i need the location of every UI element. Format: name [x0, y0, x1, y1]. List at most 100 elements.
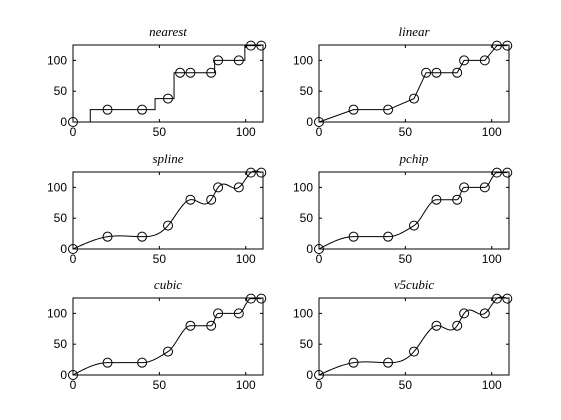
y-tick-label: 0 [306, 115, 313, 129]
data-point-marker [206, 320, 217, 331]
series-line [318, 172, 508, 250]
data-point-marker [213, 308, 224, 319]
subplot-title: pchip [399, 151, 429, 166]
data-point-marker [163, 220, 173, 231]
series-line [72, 298, 262, 376]
data-point-marker [245, 167, 256, 178]
data-point-marker [431, 194, 442, 205]
data-point-marker [479, 182, 490, 193]
y-tick-label: 100 [293, 306, 313, 320]
data-point-marker [233, 55, 244, 66]
subplot-title: v5cubic [394, 277, 435, 292]
x-tick-label: 0 [70, 378, 77, 392]
x-tick-label: 100 [482, 378, 502, 392]
data-point-marker [409, 220, 419, 231]
y-tick-label: 50 [54, 84, 68, 98]
subplot-spline: spline 0 50 100 0 50 100 [47, 151, 267, 266]
data-point-marker [459, 308, 470, 319]
data-point-marker [491, 293, 502, 304]
data-point-marker [256, 167, 267, 178]
data-point-marker [383, 231, 394, 242]
x-tick-label: 50 [399, 252, 413, 266]
x-tick-label: 100 [236, 378, 256, 392]
data-point-marker [431, 67, 442, 78]
y-tick-label: 0 [306, 242, 313, 256]
data-point-marker [185, 320, 196, 331]
x-tick-label: 0 [70, 252, 77, 266]
series-line [73, 45, 262, 123]
axes-frame [72, 44, 264, 123]
data-point-marker [314, 117, 324, 127]
series-line [318, 296, 508, 376]
x-tick-label: 50 [153, 378, 167, 392]
subplot-linear: linear 0 50 100 0 50 100 [293, 24, 513, 139]
y-tick-label: 0 [60, 242, 67, 256]
data-point-marker [431, 320, 442, 331]
data-point-marker [502, 167, 513, 178]
data-point-marker [502, 40, 513, 51]
data-point-marker [421, 67, 432, 78]
data-point-marker [409, 346, 419, 357]
data-point-marker [102, 357, 113, 368]
data-point-marker [348, 357, 359, 368]
data-point-marker [245, 293, 256, 304]
data-point-marker [256, 293, 267, 304]
data-point-marker [314, 244, 324, 254]
data-point-marker [102, 104, 113, 115]
data-point-marker [479, 55, 490, 66]
data-point-marker [479, 308, 490, 319]
y-tick-label: 100 [293, 53, 313, 67]
data-point-marker [102, 231, 113, 242]
data-point-marker [163, 346, 173, 357]
x-tick-label: 0 [316, 252, 323, 266]
data-point-marker [163, 93, 173, 104]
x-tick-label: 100 [482, 125, 502, 139]
x-tick-label: 0 [316, 125, 323, 139]
y-tick-label: 50 [54, 211, 68, 225]
x-tick-label: 0 [316, 378, 323, 392]
y-tick-label: 50 [300, 84, 314, 98]
data-point-marker [256, 40, 267, 51]
axes-frame [72, 171, 264, 250]
axes-frame [318, 297, 510, 376]
data-point-marker [459, 55, 470, 66]
subplot-title: spline [152, 151, 183, 166]
data-point-marker [348, 231, 359, 242]
series-line [72, 170, 262, 250]
data-point-marker [137, 104, 148, 115]
data-point-marker [459, 182, 470, 193]
subplot-nearest: nearest 0 50 100 0 50 100 [47, 24, 267, 139]
subplot-cubic: cubic 0 50 100 0 50 100 [47, 277, 267, 392]
x-tick-label: 0 [70, 125, 77, 139]
y-tick-label: 50 [300, 211, 314, 225]
x-tick-label: 50 [153, 125, 167, 139]
x-tick-label: 100 [236, 252, 256, 266]
data-point-marker [68, 370, 78, 380]
data-point-marker [233, 182, 244, 193]
x-tick-label: 100 [482, 252, 502, 266]
data-point-marker [452, 67, 463, 78]
y-tick-label: 0 [306, 368, 313, 382]
data-point-marker [452, 194, 463, 205]
x-tick-label: 100 [236, 125, 256, 139]
x-tick-label: 50 [399, 378, 413, 392]
subplot-title: cubic [154, 277, 182, 292]
data-point-marker [383, 357, 394, 368]
y-tick-label: 0 [60, 368, 67, 382]
y-tick-label: 100 [293, 180, 313, 194]
data-point-marker [314, 370, 324, 380]
axes-frame [318, 44, 510, 123]
subplot-title: linear [398, 24, 430, 39]
data-point-marker [137, 357, 148, 368]
data-point-marker [502, 293, 513, 304]
data-point-marker [491, 40, 502, 51]
data-point-marker [137, 231, 148, 242]
data-point-marker [206, 194, 217, 205]
data-point-marker [206, 67, 217, 78]
data-point-marker [348, 104, 359, 115]
y-tick-label: 0 [60, 115, 67, 129]
y-tick-label: 100 [47, 306, 67, 320]
axes-frame [72, 297, 264, 376]
subplot-title: nearest [149, 24, 187, 39]
